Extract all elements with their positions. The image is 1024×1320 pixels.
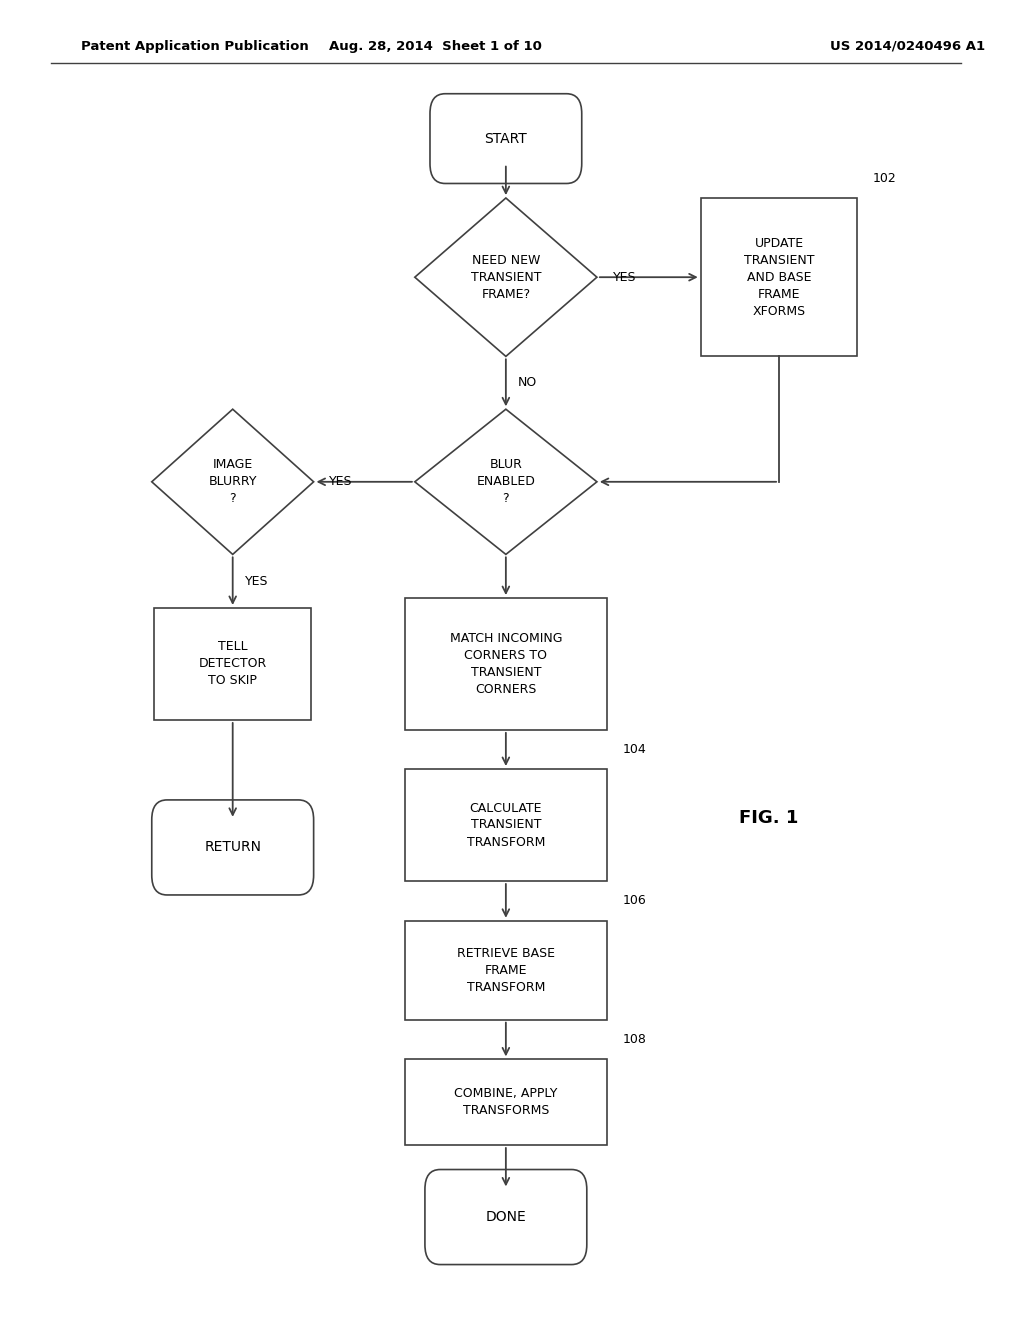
Polygon shape <box>415 198 597 356</box>
Bar <box>700 198 857 356</box>
Text: US 2014/0240496 A1: US 2014/0240496 A1 <box>829 40 985 53</box>
Text: 108: 108 <box>623 1034 646 1045</box>
Bar <box>155 607 311 721</box>
Text: Aug. 28, 2014  Sheet 1 of 10: Aug. 28, 2014 Sheet 1 of 10 <box>329 40 542 53</box>
Polygon shape <box>415 409 597 554</box>
Text: NEED NEW
TRANSIENT
FRAME?: NEED NEW TRANSIENT FRAME? <box>471 253 541 301</box>
Text: YES: YES <box>613 271 637 284</box>
FancyBboxPatch shape <box>430 94 582 183</box>
Polygon shape <box>152 409 313 554</box>
Text: COMBINE, APPLY
TRANSFORMS: COMBINE, APPLY TRANSFORMS <box>455 1088 557 1117</box>
Text: 106: 106 <box>623 895 646 908</box>
Text: IMAGE
BLURRY
?: IMAGE BLURRY ? <box>209 458 257 506</box>
Bar <box>404 921 607 1019</box>
Bar <box>404 598 607 730</box>
Text: NO: NO <box>518 376 538 389</box>
Bar <box>404 1059 607 1144</box>
Text: Patent Application Publication: Patent Application Publication <box>81 40 308 53</box>
Text: 102: 102 <box>872 172 896 185</box>
Text: RETRIEVE BASE
FRAME
TRANSFORM: RETRIEVE BASE FRAME TRANSFORM <box>457 946 555 994</box>
Text: CALCULATE
TRANSIENT
TRANSFORM: CALCULATE TRANSIENT TRANSFORM <box>467 801 545 849</box>
Text: START: START <box>484 132 527 145</box>
Text: UPDATE
TRANSIENT
AND BASE
FRAME
XFORMS: UPDATE TRANSIENT AND BASE FRAME XFORMS <box>743 236 814 318</box>
Text: YES: YES <box>245 574 268 587</box>
Text: DONE: DONE <box>485 1210 526 1224</box>
Text: 104: 104 <box>623 743 646 755</box>
Text: MATCH INCOMING
CORNERS TO
TRANSIENT
CORNERS: MATCH INCOMING CORNERS TO TRANSIENT CORN… <box>450 632 562 696</box>
Text: FIG. 1: FIG. 1 <box>738 809 798 828</box>
Text: BLUR
ENABLED
?: BLUR ENABLED ? <box>476 458 536 506</box>
Text: TELL
DETECTOR
TO SKIP: TELL DETECTOR TO SKIP <box>199 640 267 688</box>
FancyBboxPatch shape <box>152 800 313 895</box>
FancyBboxPatch shape <box>425 1170 587 1265</box>
Bar <box>404 768 607 882</box>
Text: YES: YES <box>329 475 352 488</box>
Text: RETURN: RETURN <box>204 841 261 854</box>
